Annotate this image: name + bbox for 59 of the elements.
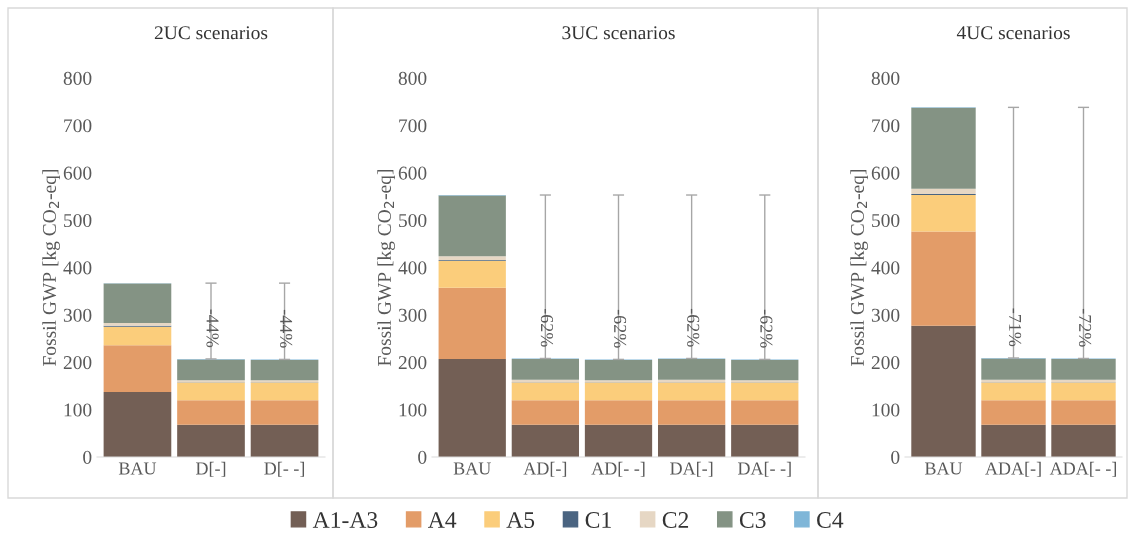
y-tick-label: 500 [64,213,92,228]
legend-label: C4 [817,512,844,528]
y-tick-label: 400 [871,261,900,275]
annotation: -44% [206,309,219,348]
x-tick-label: BAU [118,462,157,475]
y-axis-title: Fossil GWP [kg CO$_{2}$-eq] [377,170,395,366]
y-tick-label: 500 [872,213,900,228]
legend-label: C3 [739,512,766,528]
annotation: -44% [279,309,293,348]
y-tick-label: 0 [418,450,427,464]
y-tick-label: 200 [398,356,427,370]
legend-label: C2 [662,512,689,528]
y-tick-label: 600 [63,166,92,180]
y-tick-label: 0 [891,450,900,464]
y-tick-label: 800 [871,71,900,85]
y-tick-label: 500 [399,213,427,228]
y-tick-label: 400 [63,261,92,275]
x-tick-label: D[- -] [264,461,305,477]
annotation: -62% [540,308,554,347]
x-tick-label: BAU [924,462,963,475]
annotation: -62% [760,309,773,348]
chart-title: 4UC scenarios [956,26,1070,40]
y-tick-label: 300 [398,308,427,322]
y-tick-label: 700 [399,119,427,133]
legend-label: A1-A3 [312,512,378,528]
x-tick-label: AD[-] [523,461,567,477]
y-tick-label: 300 [871,308,900,322]
y-tick-label: 600 [871,166,900,180]
annotation: -62% [613,309,627,348]
legend-label: A5 [506,512,535,528]
y-tick-label: 100 [64,403,92,417]
y-tick-label: 700 [872,119,900,133]
y-tick-label: 300 [63,308,92,322]
chart-title: 2UC scenarios [154,26,268,40]
y-tick-label: 200 [871,356,900,370]
y-tick-label: 600 [398,166,427,180]
annotation: -71% [1008,308,1022,347]
chart-title: 3UC scenarios [562,26,675,40]
annotation: -72% [1078,308,1092,347]
y-tick-label: 200 [63,356,92,370]
annotation: -62% [687,308,700,347]
legend-label: A4 [428,512,457,528]
y-tick-label: 700 [64,119,92,133]
y-tick-label: 100 [399,403,427,417]
x-tick-label: DA[- -] [737,461,791,477]
y-tick-label: 0 [83,450,92,464]
legend-label: C1 [585,512,611,528]
x-tick-label: BAU [453,462,491,475]
y-tick-label: 400 [398,261,427,275]
y-axis-title: Fossil GWP [kg CO$_{2}$-eq] [850,170,868,366]
y-tick-label: 800 [398,71,427,85]
x-tick-label: DA[-] [670,461,713,477]
y-tick-label: 100 [872,403,900,417]
y-axis-title: Fossil GWP [kg CO$_{2}$-eq] [42,170,60,366]
x-tick-label: AD[- -] [591,461,645,477]
x-tick-label: D[-] [195,461,226,477]
x-tick-label: ADA[- -] [1049,461,1116,477]
y-tick-label: 800 [63,71,92,85]
x-tick-label: ADA[-] [985,461,1041,477]
